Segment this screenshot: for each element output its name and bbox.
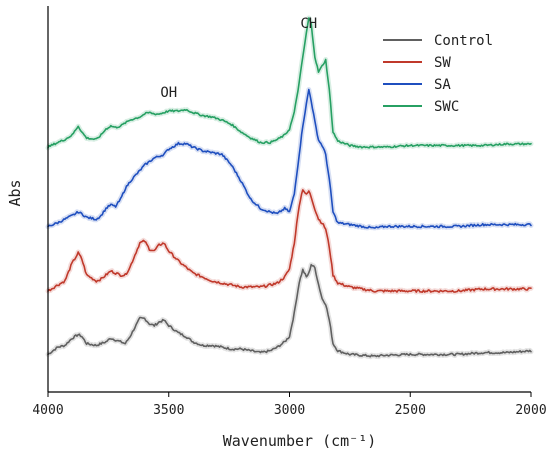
legend-item-sa: SA xyxy=(383,77,451,93)
x-tick-label: 4000 xyxy=(32,403,63,418)
legend-item-sw: SW xyxy=(383,55,451,71)
series-swc xyxy=(45,15,534,151)
legend-label-swc: SWC xyxy=(434,99,459,115)
annotation-oh: OH xyxy=(160,85,177,101)
series-sw-line xyxy=(47,189,532,294)
series-layer xyxy=(45,15,534,360)
series-swc-line xyxy=(47,17,532,149)
x-tick-label: 3000 xyxy=(274,403,305,418)
series-control xyxy=(45,262,534,360)
series-sa xyxy=(45,87,534,231)
x-tick-label: 3500 xyxy=(153,403,184,418)
x-axis-label: Wavenumber (cm⁻¹) xyxy=(223,432,377,450)
series-control-line xyxy=(47,263,532,358)
y-axis-label: Abs xyxy=(6,179,24,206)
series-sa-line xyxy=(47,88,532,229)
legend-label-sw: SW xyxy=(434,55,451,71)
legend: Control SW SA SWC xyxy=(383,33,493,115)
annotation-layer: OH CH xyxy=(160,16,317,101)
axes-layer: 4000 3500 3000 2500 2000 Wavenumber (cm⁻¹) Abs xyxy=(6,6,547,450)
series-sw xyxy=(45,187,534,295)
legend-label-control: Control xyxy=(434,33,493,49)
x-tick-label: 2500 xyxy=(395,403,426,418)
annotation-ch: CH xyxy=(300,16,317,32)
legend-item-control: Control xyxy=(383,33,493,49)
legend-label-sa: SA xyxy=(434,77,451,93)
x-tick-label: 2000 xyxy=(515,403,546,418)
legend-item-swc: SWC xyxy=(383,99,459,115)
